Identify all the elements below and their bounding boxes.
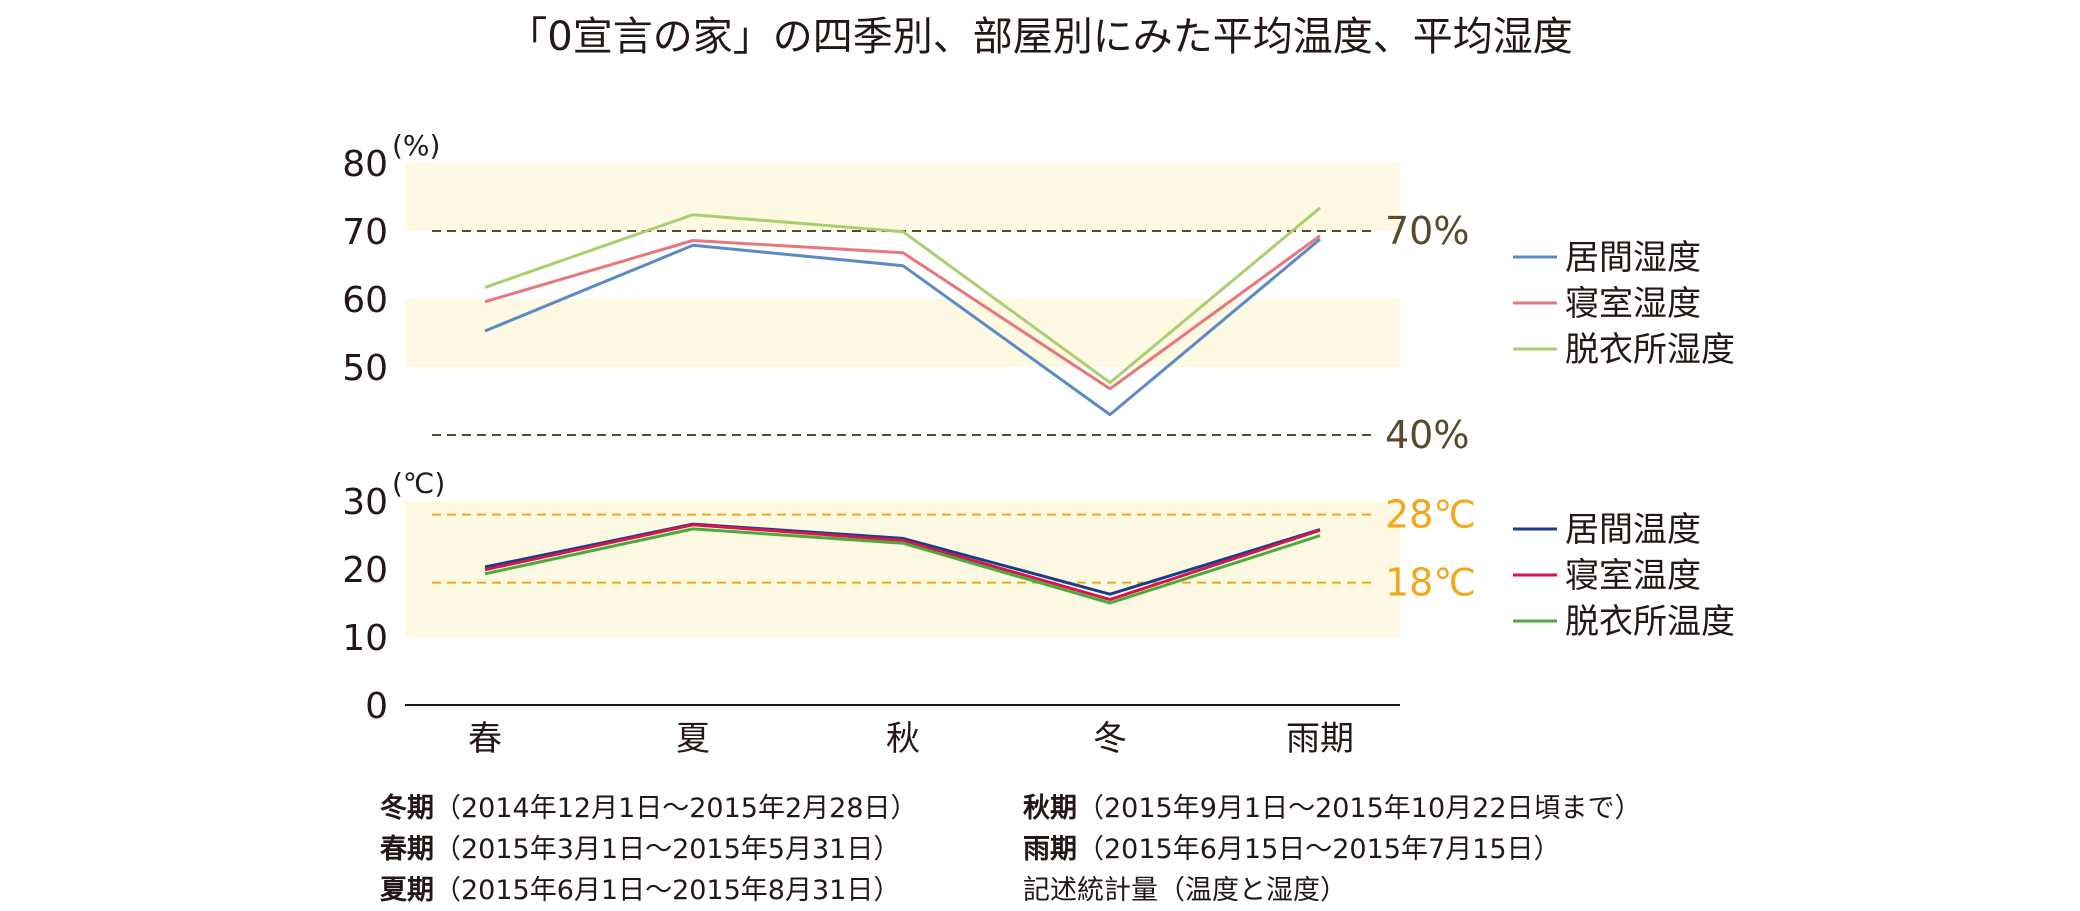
legend-label: 脱衣所湿度: [1565, 330, 1735, 370]
humidity-tick-label: 50: [342, 348, 388, 389]
humidity-band: [405, 299, 1400, 367]
legend-label: 寝室湿度: [1565, 284, 1701, 324]
humidity-series-line: [484, 234, 1321, 391]
x-tick-label: 冬: [1093, 719, 1127, 759]
note-row: 春期（2015年3月1日～2015年5月31日）: [380, 834, 901, 865]
temperature-tick-label: 30: [342, 482, 388, 523]
background-bands: [405, 163, 1400, 637]
period-notes-left: 冬期（2014年12月1日～2015年2月28日） 春期（2015年3月1日～2…: [380, 788, 918, 911]
x-tick-label: 夏: [676, 719, 710, 759]
x-tick-label: 雨期: [1286, 719, 1354, 759]
x-axis: 春 夏 秋 冬 雨期: [405, 704, 1400, 759]
chart-title: 「0宣言の家」の四季別、部屋別にみた平均温度、平均湿度: [507, 14, 1573, 60]
humidity-band: [405, 163, 1400, 231]
note-row: 記述統計量（温度と湿度）: [1023, 875, 1347, 906]
reference-label: 70%: [1385, 209, 1469, 253]
temperature-unit-label: (℃): [392, 467, 445, 500]
reference-lines: 70% 40% 28℃ 18℃: [432, 209, 1476, 605]
note-row: 秋期（2015年9月1日～2015年10月22日頃まで）: [1023, 793, 1642, 824]
humidity-tick-label: 80: [342, 144, 388, 185]
reference-label: 18℃: [1385, 561, 1476, 605]
humidity-tick-label: 60: [342, 280, 388, 321]
temperature-tick-label: 10: [342, 618, 388, 659]
temperature-band: [405, 569, 1400, 637]
temperature-series-line: [484, 527, 1321, 605]
legend-label: 居間温度: [1565, 510, 1701, 550]
x-tick-label: 秋: [886, 719, 920, 759]
note-row: 夏期（2015年6月1日～2015年8月31日）: [380, 875, 901, 906]
humidity-unit-label: (%): [392, 129, 440, 162]
humidity-series-line: [484, 238, 1321, 417]
note-row: 冬期（2014年12月1日～2015年2月28日）: [380, 793, 918, 824]
reference-label: 40%: [1385, 413, 1469, 457]
legend-label: 寝室温度: [1565, 556, 1701, 596]
y-axis-ticks: 80 70 60 50 30 20 10 0 (%) (℃): [342, 129, 445, 727]
series-lines: [484, 206, 1321, 605]
humidity-tick-label: 70: [342, 212, 388, 253]
x-tick-label: 春: [468, 719, 502, 759]
temperature-tick-label: 0: [365, 686, 388, 727]
humidity-series-line: [484, 206, 1321, 385]
period-notes-right: 秋期（2015年9月1日～2015年10月22日頃まで） 雨期（2015年6月1…: [1023, 788, 1642, 911]
temperature-series-line: [484, 523, 1321, 602]
note-row: 雨期（2015年6月15日～2015年7月15日）: [1023, 834, 1561, 865]
legend-label: 脱衣所温度: [1565, 602, 1735, 642]
reference-label: 28℃: [1385, 493, 1476, 537]
legend-label: 居間湿度: [1565, 238, 1701, 278]
temperature-tick-label: 20: [342, 550, 388, 591]
